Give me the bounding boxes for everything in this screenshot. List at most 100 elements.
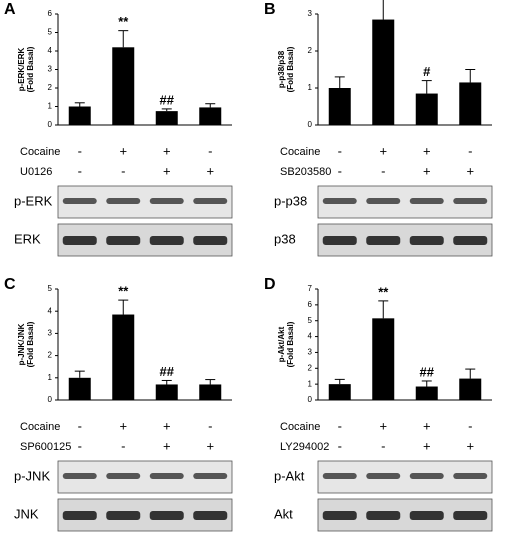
y-axis-label: (Fold Basal) xyxy=(26,321,35,367)
y-tick-label: 5 xyxy=(48,28,53,37)
blot-band xyxy=(322,473,357,479)
blot-band xyxy=(409,198,444,204)
blot-band xyxy=(62,236,97,245)
bar xyxy=(68,106,91,125)
y-tick-label: 0 xyxy=(308,120,313,129)
blot-band xyxy=(409,236,444,245)
treatment-sign: - xyxy=(381,163,385,178)
treatment-sign: + xyxy=(423,438,431,453)
treatment-sign: - xyxy=(121,438,125,453)
treatment-sign: + xyxy=(119,418,127,433)
blot-band xyxy=(106,198,141,204)
y-tick-label: 3 xyxy=(308,9,313,18)
significance-label: ** xyxy=(118,284,129,299)
blot-band xyxy=(149,511,184,520)
blot-band xyxy=(366,473,401,479)
treatment-sign: - xyxy=(208,418,212,433)
bar xyxy=(372,19,395,125)
treatment-name: LY294002 xyxy=(280,441,329,453)
treatment-sign: - xyxy=(121,163,125,178)
bar xyxy=(199,384,222,400)
blot-band xyxy=(193,473,228,479)
treatment-name: SP600125 xyxy=(20,441,71,453)
treatment-sign: - xyxy=(338,163,342,178)
bar xyxy=(68,377,91,400)
y-tick-label: 4 xyxy=(48,46,53,55)
treatment-sign: + xyxy=(163,143,171,158)
blot-band xyxy=(366,236,401,245)
treatment-sign: - xyxy=(78,163,82,178)
treatment-sign: + xyxy=(163,418,171,433)
bar xyxy=(328,384,351,400)
significance-label: ** xyxy=(378,284,389,299)
y-tick-label: 3 xyxy=(308,348,313,357)
y-tick-label: 0 xyxy=(308,395,313,404)
blot-band xyxy=(149,473,184,479)
blot-band xyxy=(322,511,357,520)
blot-band xyxy=(453,236,488,245)
blot-label: Akt xyxy=(274,506,293,521)
panel-letter: B xyxy=(264,1,276,18)
blot-band xyxy=(193,198,228,204)
blot-band xyxy=(453,473,488,479)
treatment-sign: + xyxy=(423,418,431,433)
y-axis-label: (Fold Basal) xyxy=(26,46,35,92)
bar xyxy=(459,378,482,400)
treatment-name: SB203580 xyxy=(280,166,331,178)
y-axis-label: p-JNK/JNK xyxy=(17,323,26,365)
treatment-sign: - xyxy=(78,143,82,158)
treatment-sign: + xyxy=(466,163,474,178)
y-tick-label: 7 xyxy=(308,284,313,293)
treatment-sign: + xyxy=(423,143,431,158)
y-tick-label: 2 xyxy=(48,351,53,360)
blot-label: p-p38 xyxy=(274,193,307,208)
y-tick-label: 2 xyxy=(308,363,313,372)
significance-label: ** xyxy=(118,14,129,29)
blot-label: p38 xyxy=(274,231,296,246)
y-tick-label: 5 xyxy=(308,316,313,325)
treatment-name: Cocaine xyxy=(280,421,320,433)
y-tick-label: 4 xyxy=(308,332,313,341)
bar xyxy=(155,111,178,125)
treatment-sign: + xyxy=(206,163,214,178)
y-tick-label: 1 xyxy=(48,373,53,382)
y-axis-label: p-ERK/ERK xyxy=(17,48,26,92)
bar xyxy=(459,82,482,125)
bar xyxy=(199,107,222,125)
blot-band xyxy=(106,236,141,245)
treatment-name: Cocaine xyxy=(280,146,320,158)
treatment-sign: + xyxy=(423,163,431,178)
treatment-name: Cocaine xyxy=(20,146,60,158)
bar xyxy=(415,93,438,125)
bar xyxy=(155,384,178,400)
y-axis-label: (Fold Basal) xyxy=(286,46,295,92)
bar xyxy=(372,318,395,400)
treatment-name: U0126 xyxy=(20,166,52,178)
y-axis-label: p-p38/p38 xyxy=(277,50,286,88)
blot-band xyxy=(193,511,228,520)
blot-band xyxy=(322,236,357,245)
treatment-sign: + xyxy=(206,438,214,453)
blot-band xyxy=(106,511,141,520)
y-tick-label: 2 xyxy=(308,46,313,55)
y-tick-label: 4 xyxy=(48,306,53,315)
treatment-sign: - xyxy=(338,438,342,453)
y-tick-label: 1 xyxy=(48,102,53,111)
treatment-sign: + xyxy=(466,438,474,453)
treatment-sign: - xyxy=(208,143,212,158)
treatment-sign: - xyxy=(381,438,385,453)
y-tick-label: 0 xyxy=(48,120,53,129)
blot-band xyxy=(366,198,401,204)
treatment-sign: + xyxy=(119,143,127,158)
y-tick-label: 2 xyxy=(48,83,53,92)
bar xyxy=(112,47,135,125)
treatment-sign: - xyxy=(338,143,342,158)
significance-label: ## xyxy=(160,92,175,107)
y-tick-label: 3 xyxy=(48,329,53,338)
blot-band xyxy=(62,198,97,204)
significance-label: # xyxy=(423,64,431,79)
y-tick-label: 3 xyxy=(48,65,53,74)
blot-label: p-JNK xyxy=(14,468,50,483)
y-tick-label: 5 xyxy=(48,284,53,293)
